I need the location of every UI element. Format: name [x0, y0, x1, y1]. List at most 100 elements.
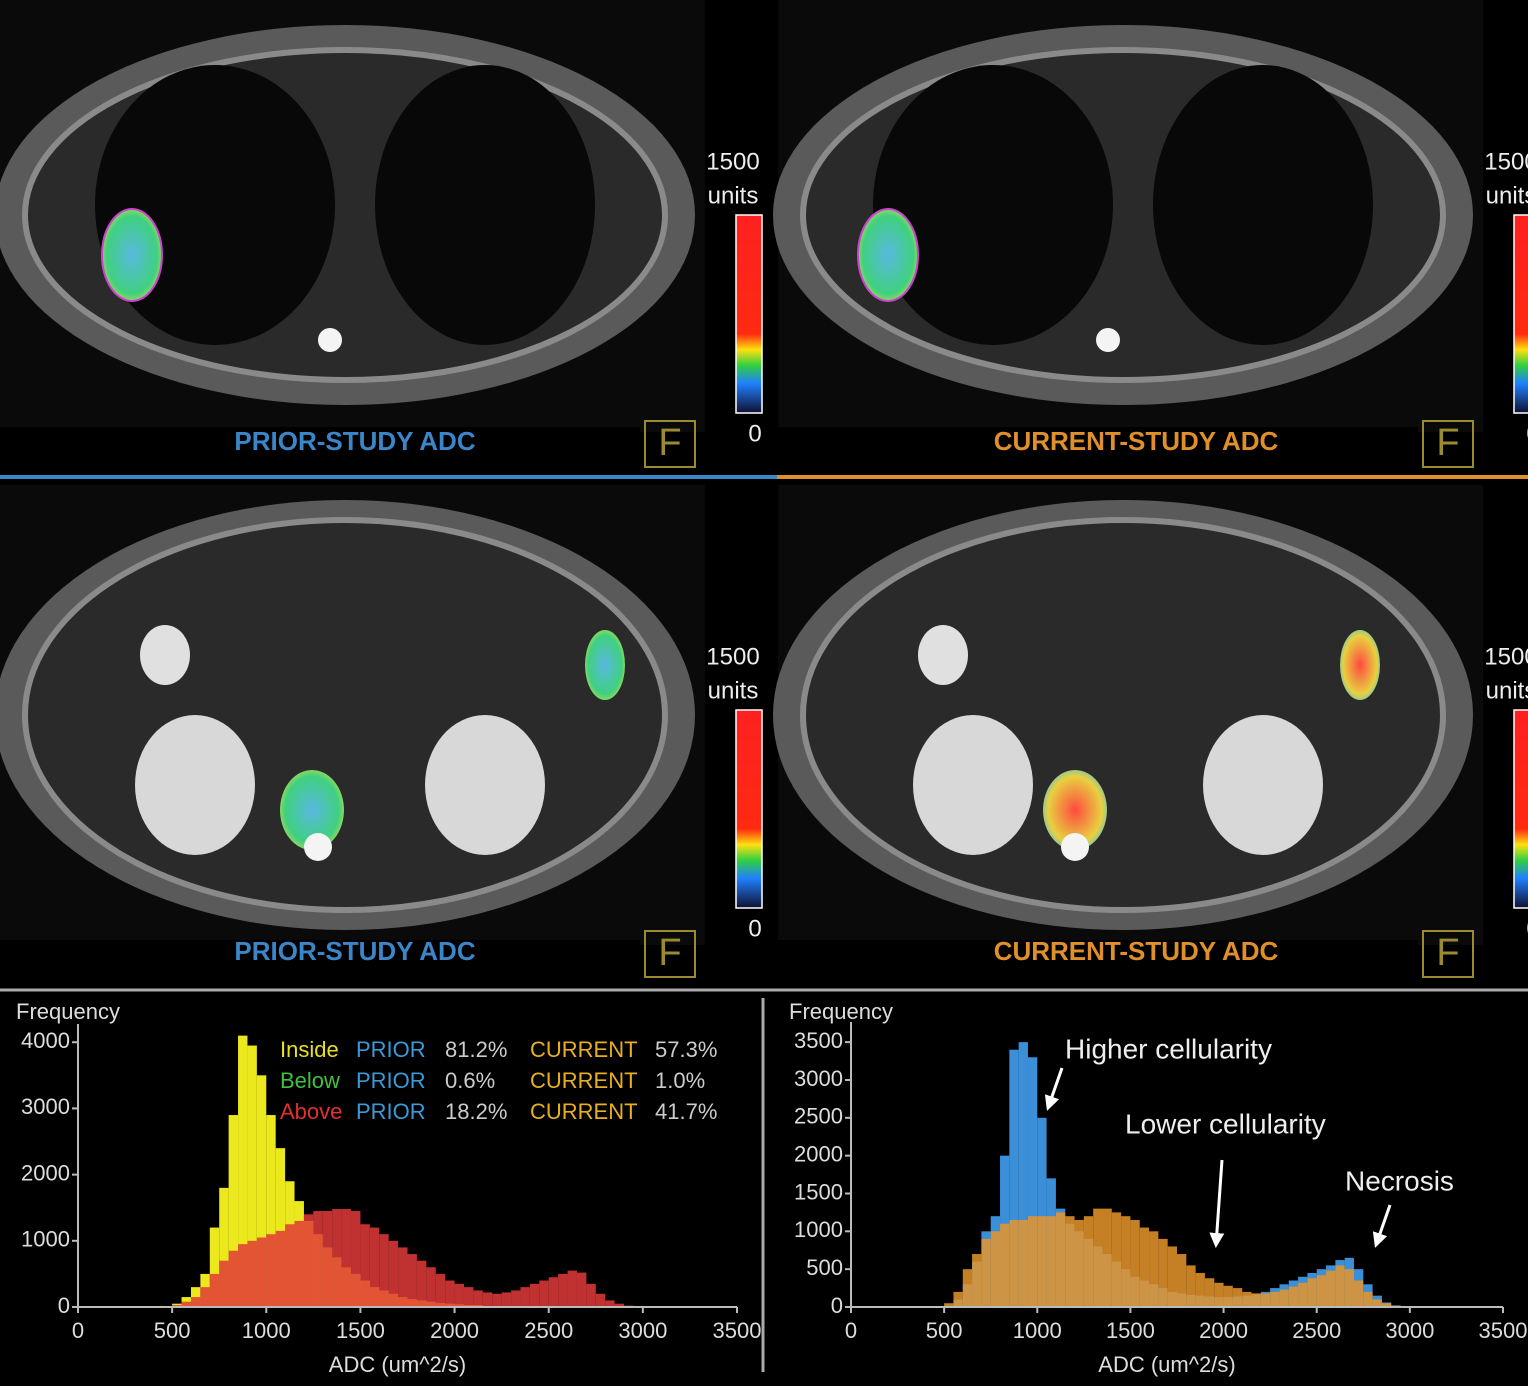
histogram-bar	[1083, 1216, 1094, 1307]
y-tick-label: 0	[831, 1293, 843, 1318]
annotation-arrow	[1209, 1159, 1225, 1248]
histogram-bar	[548, 1277, 559, 1307]
body-inner	[800, 517, 1446, 913]
x-tick-label: 1000	[242, 1318, 291, 1343]
histogram-bar	[1232, 1288, 1243, 1307]
label-band	[778, 427, 1418, 467]
stat-text: PRIOR	[356, 1099, 426, 1124]
histogram-bar	[1195, 1272, 1205, 1307]
stat-text: CURRENT	[530, 1068, 638, 1093]
x-tick-label: 500	[154, 1318, 191, 1343]
histogram-bar	[1037, 1117, 1047, 1307]
x-axis-label: ADC (um^2/s)	[1098, 1352, 1235, 1377]
lesion	[101, 208, 163, 302]
colorbar	[1513, 709, 1528, 909]
y-tick-label: 2000	[21, 1160, 70, 1185]
histogram-bar	[567, 1270, 577, 1307]
annotation-arrow	[1044, 1067, 1064, 1111]
colorbar	[735, 214, 763, 414]
panel-label: CURRENT-STUDY ADC	[994, 936, 1279, 966]
histogram-bar	[247, 1045, 257, 1307]
scale-max: 1500	[1484, 643, 1528, 670]
y-tick-label: 1000	[794, 1217, 843, 1242]
histogram-bar	[1204, 1278, 1215, 1307]
histogram-bar	[1018, 1042, 1028, 1307]
kidney	[913, 715, 1033, 855]
histogram-bar	[1353, 1280, 1364, 1307]
histogram-bar	[219, 1187, 229, 1307]
body-inner	[22, 517, 668, 913]
histogram-bar	[388, 1240, 399, 1307]
x-tick-label: 3500	[713, 1318, 762, 1343]
scale-max: 1500	[706, 643, 759, 670]
histogram-bar	[379, 1234, 389, 1307]
mri-panel: CURRENT-STUDY ADC F 1500 units 0	[773, 0, 1528, 468]
badge-box	[644, 420, 696, 468]
histogram-bar	[511, 1290, 521, 1307]
stat-text: PRIOR	[356, 1068, 426, 1093]
annotation: Necrosis	[1345, 1165, 1454, 1196]
organ	[140, 625, 190, 685]
histogram-bar	[256, 1237, 267, 1307]
histogram-bar	[228, 1115, 239, 1307]
histogram-bar	[256, 1075, 267, 1307]
stat-text: Inside	[280, 1037, 339, 1062]
spine	[1096, 328, 1120, 352]
histogram-bar	[454, 1283, 464, 1307]
histogram-bar	[953, 1291, 963, 1307]
histogram-bar	[1186, 1265, 1196, 1307]
histogram-bar	[558, 1273, 568, 1307]
y-tick-label: 2500	[794, 1104, 843, 1129]
histogram-bar	[1102, 1208, 1112, 1307]
histogram-bar	[1027, 1057, 1038, 1307]
histogram-bar	[1177, 1254, 1187, 1307]
histogram-bar	[1158, 1238, 1168, 1307]
panel-label: PRIOR-STUDY ADC	[234, 936, 475, 966]
stat-text: 57.3%	[655, 1037, 717, 1062]
histogram-bar	[1363, 1291, 1373, 1307]
histogram-bar	[1111, 1212, 1122, 1307]
x-tick-label: 3000	[1385, 1318, 1434, 1343]
histogram-bar	[426, 1267, 436, 1307]
scale-min: 0	[748, 420, 761, 447]
x-tick-label: 3500	[1479, 1318, 1528, 1343]
histogram-bar	[1260, 1293, 1271, 1307]
x-tick-label: 2500	[524, 1318, 573, 1343]
histogram-bar	[501, 1292, 512, 1307]
histogram-bar	[990, 1231, 1001, 1307]
histogram-bar	[529, 1283, 540, 1307]
histogram-bar	[1009, 1049, 1019, 1307]
histogram-bar	[586, 1283, 596, 1307]
y-tick-label: 0	[58, 1293, 70, 1318]
y-tick-label: 1000	[21, 1227, 70, 1252]
lung	[873, 65, 1113, 345]
x-tick-label: 1000	[1013, 1318, 1062, 1343]
badge: F	[1436, 422, 1459, 464]
histogram-bar	[614, 1303, 625, 1307]
x-axis-label: ADC (um^2/s)	[329, 1352, 466, 1377]
mri-panel: CURRENT-STUDY ADC F 1500 units 0	[773, 485, 1528, 980]
histogram-bar	[1167, 1246, 1177, 1307]
label-band	[0, 427, 640, 467]
histogram-bar	[341, 1209, 352, 1307]
lung	[1153, 65, 1373, 345]
x-tick-label: 1500	[1106, 1318, 1155, 1343]
y-tick-label: 2000	[794, 1141, 843, 1166]
histogram-bar	[285, 1224, 295, 1307]
y-axis-label: Frequency	[789, 999, 893, 1024]
lung	[375, 65, 595, 345]
histogram-bar	[1093, 1208, 1103, 1307]
histogram-bar	[1307, 1278, 1317, 1307]
badge: F	[1436, 932, 1459, 974]
histogram-bar	[1139, 1227, 1150, 1307]
histogram-bar	[492, 1293, 502, 1307]
lesion	[1340, 630, 1380, 700]
stat-text: 0.6%	[445, 1068, 495, 1093]
panel-label: CURRENT-STUDY ADC	[994, 426, 1279, 456]
histogram-bar	[303, 1214, 314, 1307]
scale-max: 1500	[706, 148, 759, 175]
histogram-bar	[1279, 1289, 1289, 1307]
x-tick-label: 3000	[618, 1318, 667, 1343]
stat-text: CURRENT	[530, 1037, 638, 1062]
histogram-bar	[228, 1250, 239, 1307]
